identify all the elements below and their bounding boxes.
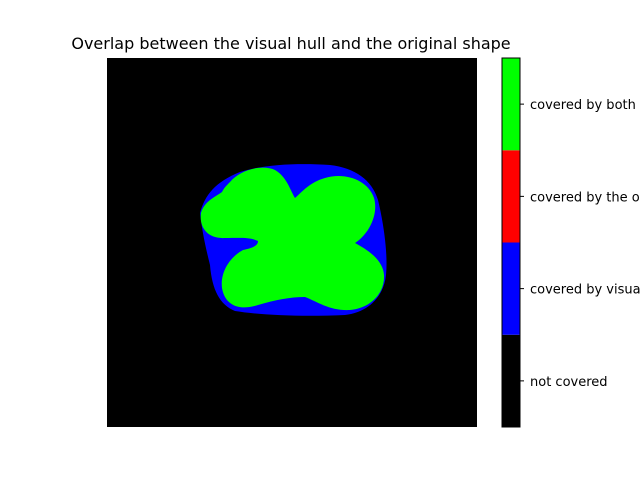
both-region — [200, 167, 385, 311]
colorbar-segment — [502, 334, 520, 427]
chart-title: Overlap between the visual hull and the … — [71, 34, 510, 53]
colorbar-segment — [502, 150, 520, 243]
colorbar-label: not covered — [530, 375, 608, 390]
colorbar-frame — [501, 57, 521, 428]
colorbar: not covered covered by visual hull covered… — [501, 57, 640, 428]
colorbar-label: covered by the original shape — [530, 190, 640, 205]
colorbar-segment — [502, 242, 520, 335]
colorbar-segment — [502, 58, 520, 151]
colorbar-label: covered by both — [530, 98, 636, 113]
colorbar-label: covered by visual hull — [530, 283, 640, 298]
